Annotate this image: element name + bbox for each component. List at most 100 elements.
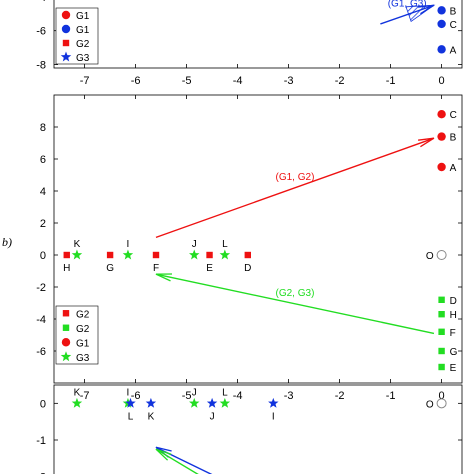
legend-marker	[61, 24, 71, 34]
x-tick-label: -5	[182, 75, 192, 87]
point-B	[437, 6, 446, 15]
plot-frame	[53, 384, 463, 474]
point-label: H	[450, 310, 457, 321]
point-label: B	[450, 133, 457, 144]
panel-middle: 8 6 4 2 0 -2 -4 -6 -7 -6 -5 -4 -3 -2 -1 0 (G1, G2) (G2, G…	[36, 94, 463, 402]
arrow-line	[155, 137, 435, 239]
point-O	[436, 250, 447, 260]
point-label: K	[148, 411, 155, 422]
point-H	[438, 311, 445, 318]
point-label: J	[192, 387, 197, 398]
y-tick-label: 0	[40, 398, 46, 410]
point-K	[145, 397, 157, 408]
point-L	[125, 397, 136, 408]
point-C	[437, 110, 446, 119]
arrow-label: (G1, G2)	[276, 172, 315, 183]
legend: G2 G2 G1 G3	[55, 305, 99, 365]
x-tick-label: -2	[335, 75, 345, 87]
arrow-head	[418, 4, 435, 15]
arrow-label: (G1, G3)	[388, 0, 427, 10]
legend-label: G1	[76, 11, 90, 22]
point-label: D	[450, 296, 457, 307]
y-tick-label: -2	[36, 472, 46, 474]
y-tick-label: 4	[40, 186, 46, 198]
point-E	[206, 251, 213, 259]
point-A	[437, 45, 446, 54]
point-A	[437, 162, 446, 172]
arrow-label: (G2, G3)	[276, 288, 315, 299]
point-label: J	[192, 239, 197, 250]
legend-marker	[62, 324, 70, 331]
x-tick-label: -1	[386, 75, 396, 87]
point-G	[438, 347, 445, 355]
x-tick-label: 0	[439, 75, 445, 87]
y-tick-label: 0	[40, 250, 46, 262]
point-L	[219, 249, 231, 260]
legend-marker	[61, 10, 71, 20]
point-label: D	[244, 263, 251, 274]
x-tick-label: -6	[131, 390, 141, 402]
arrow-head	[155, 448, 172, 461]
panel-bottom: 0 -1 -2 K I L K J J L I O	[36, 384, 463, 474]
x-tick-label: -7	[80, 390, 90, 402]
point-label: E	[450, 363, 457, 374]
point-label: I	[272, 411, 275, 422]
point-label: B	[450, 6, 457, 17]
legend-label: G2	[76, 39, 90, 50]
arrow-line	[380, 4, 435, 25]
point-L	[219, 397, 231, 408]
y-tick-label: 2	[40, 218, 46, 230]
plot-frame	[53, 0, 463, 69]
point-label: E	[206, 263, 213, 274]
point-J	[189, 397, 200, 408]
point-D	[244, 251, 251, 259]
point-H	[63, 251, 70, 259]
legend-label: G2	[76, 309, 90, 320]
x-tick-label: -3	[284, 390, 294, 402]
arrow-line	[155, 273, 435, 335]
arrow-line	[155, 448, 199, 474]
point-label: I	[127, 387, 130, 398]
x-tick-label: -3	[284, 75, 294, 87]
y-tick-label: 6	[40, 154, 46, 166]
point-label: K	[74, 387, 81, 398]
point-J	[206, 397, 218, 408]
y-tick-label: -2	[36, 282, 46, 294]
point-label: L	[222, 239, 228, 250]
x-tick-label: -5	[182, 390, 192, 402]
y-tick-label: -4	[36, 0, 46, 4]
point-label: C	[450, 20, 457, 31]
x-tick-label: -6	[131, 75, 141, 87]
point-K	[71, 397, 83, 408]
point-label: J	[210, 411, 215, 422]
x-tick-label: -2	[335, 390, 345, 402]
legend: G1 G1 G2 G3	[55, 7, 99, 65]
legend-marker	[60, 351, 72, 362]
point-label: O	[426, 399, 434, 410]
point-label: K	[74, 239, 81, 250]
legend-label: G1	[76, 25, 90, 36]
x-tick-label: 0	[439, 390, 445, 402]
point-J	[189, 249, 200, 260]
legend-label: G2	[76, 324, 90, 335]
y-tick-label: -8	[36, 60, 46, 72]
legend-label: G3	[76, 53, 90, 64]
arrow-line	[155, 446, 213, 474]
point-label: H	[63, 263, 70, 274]
legend-label: G1	[76, 338, 90, 349]
y-tick-label: -4	[36, 314, 46, 326]
y-tick-label: -6	[36, 346, 46, 358]
point-label: A	[450, 163, 457, 174]
arrow-head	[155, 273, 173, 282]
x-tick-label: -1	[386, 390, 396, 402]
point-label: G	[450, 347, 458, 358]
point-F	[152, 251, 160, 259]
point-G	[106, 251, 114, 259]
point-label: L	[128, 411, 134, 422]
point-label: I	[127, 239, 130, 250]
x-tick-label: -4	[233, 75, 243, 87]
point-B	[437, 132, 446, 141]
x-tick-label: -4	[233, 390, 243, 402]
point-label: O	[426, 251, 434, 262]
